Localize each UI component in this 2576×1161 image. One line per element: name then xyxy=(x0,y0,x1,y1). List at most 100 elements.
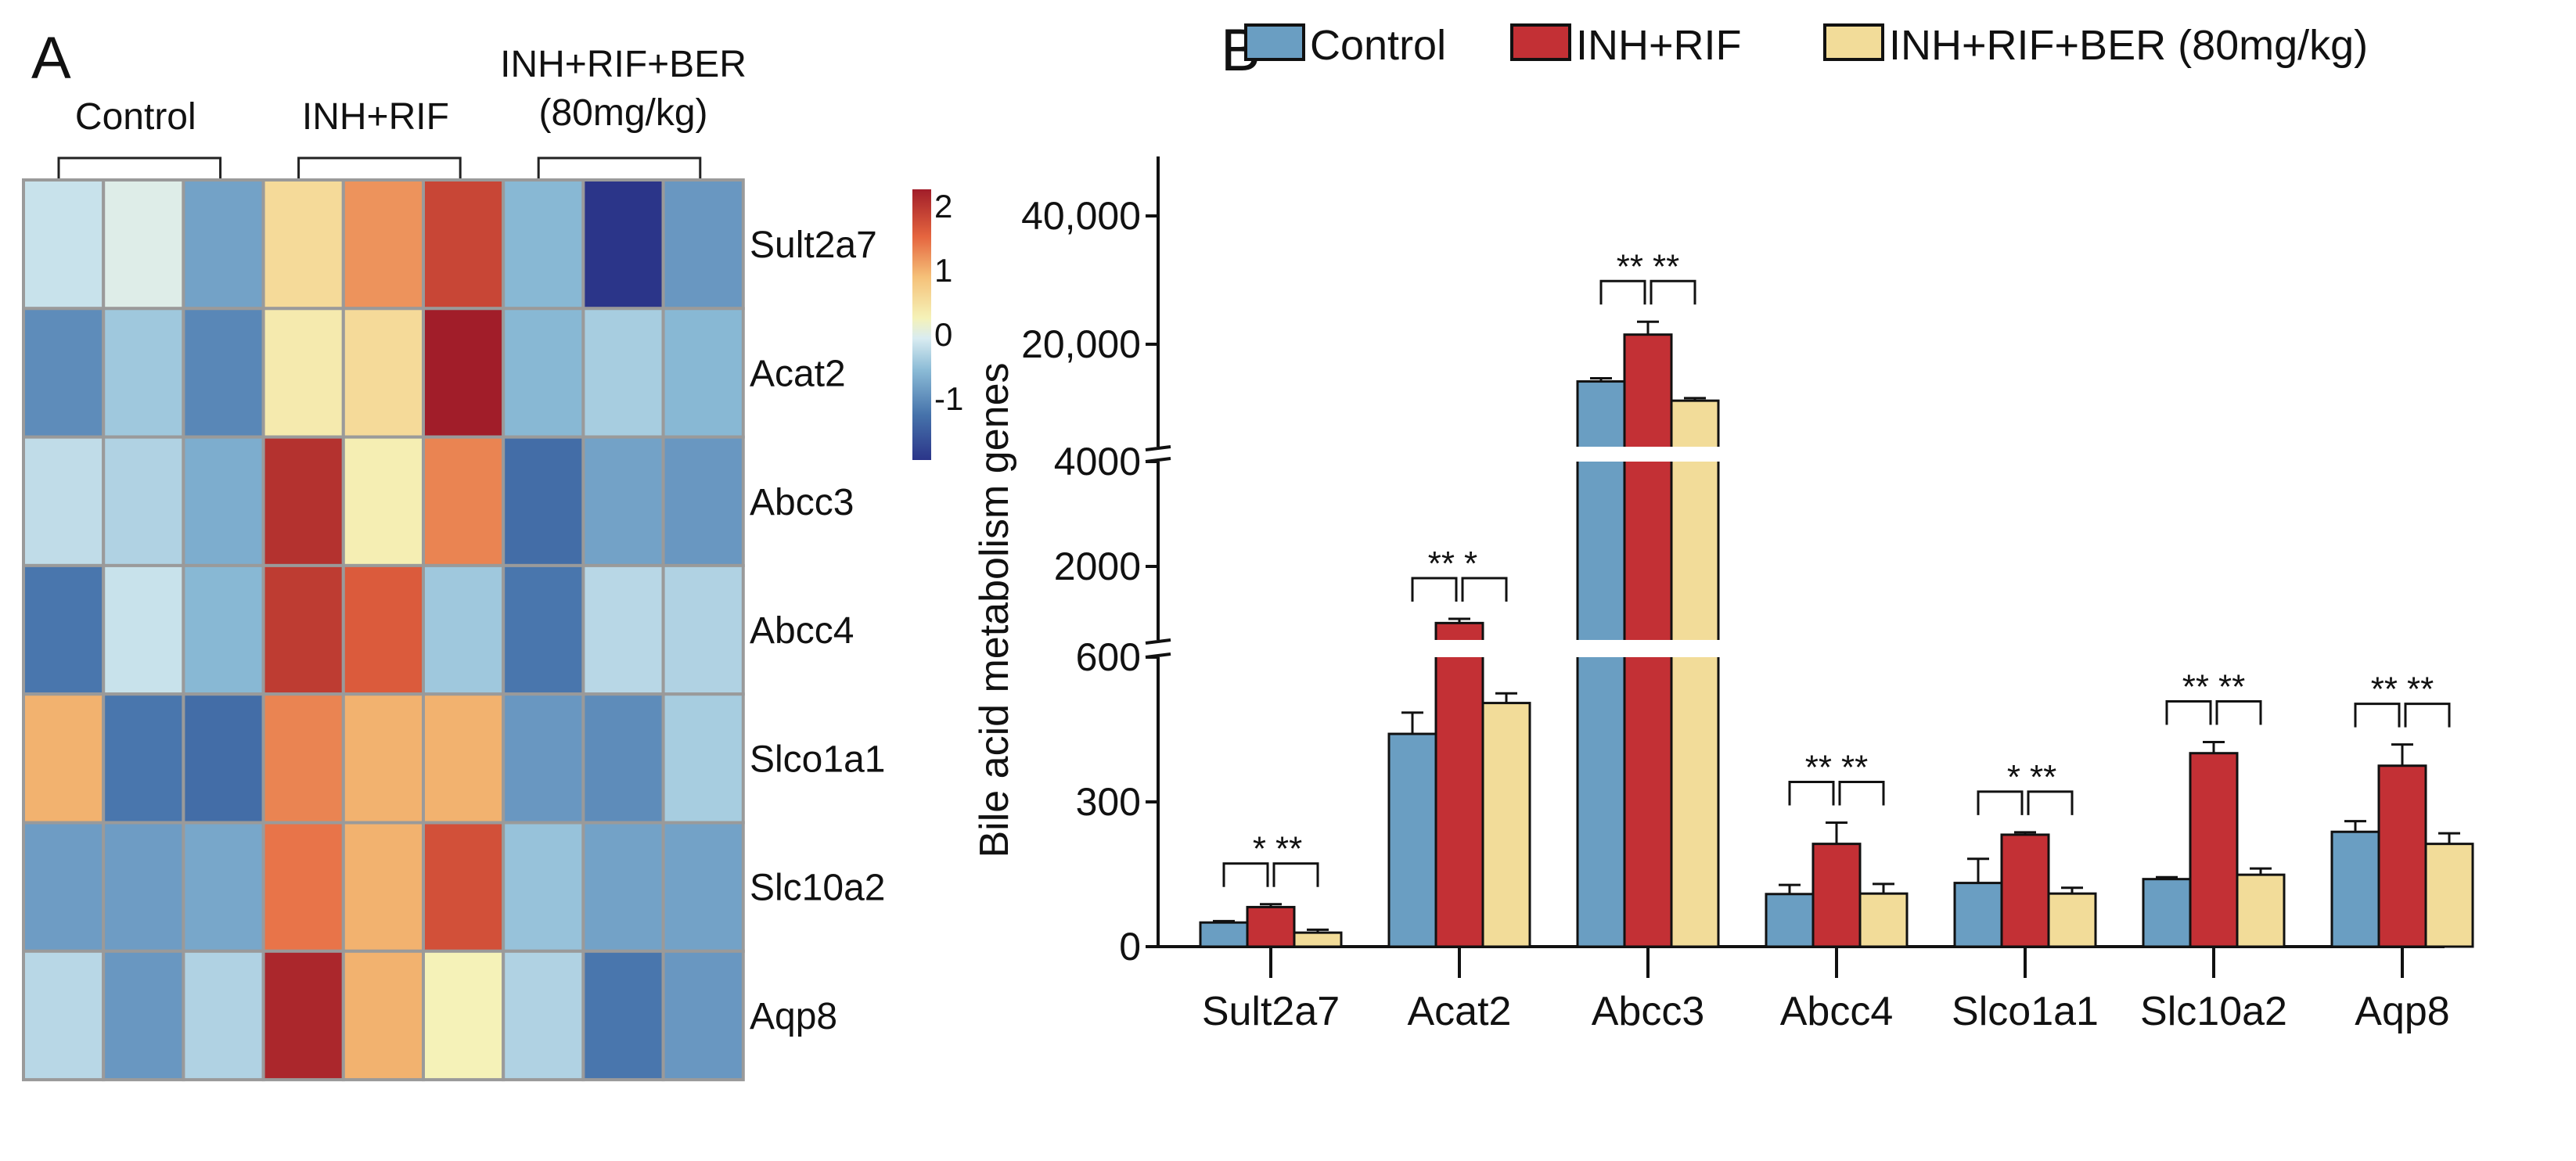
group-bracket xyxy=(297,156,462,178)
x-tick-label: Slc10a2 xyxy=(2140,989,2287,1034)
heatmap-cell xyxy=(422,949,505,1082)
bar-control xyxy=(1765,893,1815,948)
heatmap-cell xyxy=(182,563,265,696)
heatmap-cell xyxy=(341,563,425,696)
significance-label: ** xyxy=(1805,749,1832,787)
axis-break-mark xyxy=(1145,652,1171,659)
colorbar-tick-label: 1 xyxy=(934,252,952,289)
heatmap-cell xyxy=(22,692,106,825)
heatmap-row-label: Acat2 xyxy=(750,353,846,394)
bar-inh+rif xyxy=(1246,905,1296,948)
axis-break-gap xyxy=(1142,640,2441,657)
heatmap-cell xyxy=(422,178,505,311)
heatmap-cell xyxy=(581,563,665,696)
legend-label: Control xyxy=(1310,22,1446,69)
heatmap-cell xyxy=(102,692,185,825)
significance-label: ** xyxy=(2407,670,2434,709)
heatmap-cell xyxy=(502,563,585,696)
group-label-line2: (80mg/kg) xyxy=(538,92,707,134)
heatmap-cell xyxy=(502,178,585,311)
heatmap-cell xyxy=(261,178,345,311)
significance-bracket xyxy=(2354,703,2401,728)
significance-label: ** xyxy=(1841,749,1868,787)
heatmap-cell xyxy=(22,821,106,953)
heatmap-cell xyxy=(341,692,425,825)
heatmap-cell xyxy=(341,178,425,311)
heatmap: Sult2a7 Acat2 Abcc3 Abcc4 Slco1a1 Slc10a2 Aqp8… xyxy=(22,44,963,1082)
bar-control xyxy=(1199,921,1249,948)
heatmap-cell xyxy=(422,821,505,953)
heatmap-cell xyxy=(22,563,106,696)
bar-control xyxy=(1576,380,1626,948)
heatmap-cell xyxy=(102,563,185,696)
x-tick-label: Sult2a7 xyxy=(1202,989,1340,1034)
y-tick-label: 40,000 xyxy=(1021,194,1141,238)
colorbar xyxy=(912,189,931,460)
significance-label: ** xyxy=(2030,758,2056,796)
x-tick-label: Slco1a1 xyxy=(1952,989,2099,1034)
colorbar-tick-label: 0 xyxy=(934,316,952,353)
group-label: INH+RIF xyxy=(302,96,449,138)
heatmap-cell xyxy=(102,178,185,311)
heatmap-cell xyxy=(261,821,345,953)
heatmap-cell xyxy=(341,435,425,567)
group-bracket xyxy=(57,156,222,178)
heatmap-cell xyxy=(22,435,106,567)
bar-inh+rif+ber xyxy=(1481,702,1531,948)
significance-label: * xyxy=(1464,545,1477,583)
significance-label: ** xyxy=(1428,545,1455,583)
heatmap-cell xyxy=(102,307,185,439)
heatmap-cell xyxy=(661,178,745,311)
heatmap-cell xyxy=(182,949,265,1082)
heatmap-cell xyxy=(102,949,185,1082)
group-label: INH+RIF+BER xyxy=(500,44,747,85)
y-tick-label: 300 xyxy=(1076,780,1141,824)
group-label: Control xyxy=(75,96,196,138)
heatmap-cell xyxy=(182,821,265,953)
legend-swatch xyxy=(1244,23,1305,61)
heatmap-cell xyxy=(422,563,505,696)
legend-label: INH+RIF xyxy=(1576,22,1742,69)
bar-inh+rif+ber xyxy=(1670,399,1720,948)
bar-inh+rif xyxy=(1434,621,1484,948)
heatmap-cell xyxy=(661,563,745,696)
heatmap-cell xyxy=(341,307,425,439)
heatmap-cell xyxy=(661,692,745,825)
heatmap-cell xyxy=(502,435,585,567)
bar-control xyxy=(2142,878,2192,948)
heatmap-cell xyxy=(422,435,505,567)
heatmap-cell xyxy=(261,949,345,1082)
bar-inh+rif+ber xyxy=(1293,931,1343,948)
significance-bracket xyxy=(1222,862,1269,887)
heatmap-cell xyxy=(261,435,345,567)
colorbar-tick-label: -1 xyxy=(934,380,963,417)
heatmap-cell xyxy=(661,949,745,1082)
significance-label: ** xyxy=(1653,247,1679,286)
heatmap-cell xyxy=(341,821,425,953)
heatmap-cell xyxy=(182,307,265,439)
significance-bracket xyxy=(1650,279,1696,305)
heatmap-cell xyxy=(581,949,665,1082)
legend-label: INH+RIF+BER (80mg/kg) xyxy=(1889,22,2368,69)
significance-bracket xyxy=(1599,279,1646,305)
significance-bracket xyxy=(1272,862,1319,887)
bar-control xyxy=(1387,732,1437,948)
bar-control xyxy=(1953,882,2003,948)
bar-inh+rif xyxy=(2377,764,2427,948)
axis-break-mark xyxy=(1145,638,1171,645)
heatmap-cell xyxy=(661,307,745,439)
heatmap-cell xyxy=(341,949,425,1082)
axis-break-mark xyxy=(1145,445,1171,451)
bar-inh+rif xyxy=(1811,843,1862,948)
heatmap-cell xyxy=(261,692,345,825)
heatmap-cell xyxy=(422,307,505,439)
y-tick-label: 20,000 xyxy=(1021,322,1141,366)
legend-swatch xyxy=(1823,23,1884,61)
group-bracket xyxy=(537,156,702,178)
significance-label: ** xyxy=(2218,668,2245,706)
bar-inh+rif+ber xyxy=(2236,873,2286,948)
significance-bracket xyxy=(2027,790,2074,815)
heatmap-cell xyxy=(182,435,265,567)
heatmap-cell xyxy=(502,307,585,439)
